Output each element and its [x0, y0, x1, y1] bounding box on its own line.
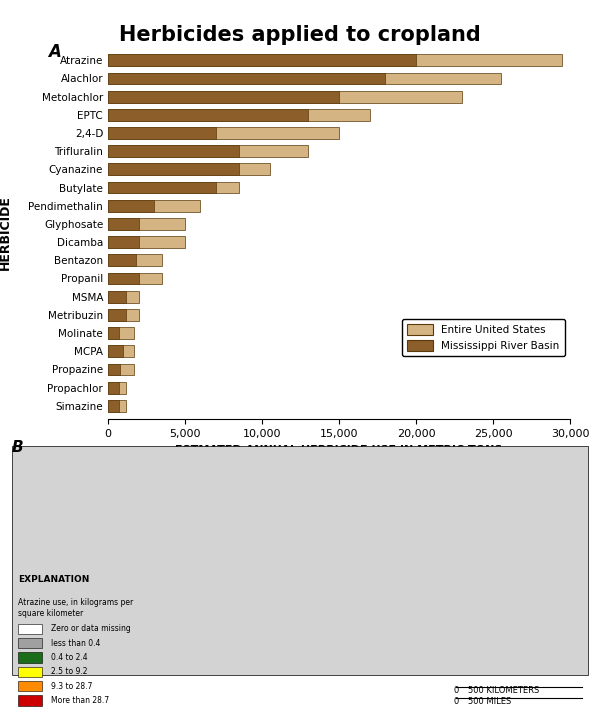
Bar [108, 291, 127, 303]
Bar [108, 200, 200, 212]
Bar [108, 236, 139, 248]
Bar [108, 91, 339, 103]
Bar [108, 346, 134, 357]
Bar [108, 309, 139, 320]
Bar [108, 236, 185, 248]
Bar [108, 400, 127, 412]
Text: 9.3 to 28.7: 9.3 to 28.7 [51, 682, 92, 690]
Bar [12, 446, 588, 675]
Bar [108, 381, 119, 394]
Text: 0.4 to 2.4: 0.4 to 2.4 [51, 653, 88, 662]
Bar [108, 327, 119, 339]
Bar [108, 54, 416, 66]
Bar [18, 667, 42, 677]
Bar [108, 364, 121, 375]
Text: less than 0.4: less than 0.4 [51, 639, 100, 647]
Bar [108, 272, 139, 285]
Y-axis label: HERBICIDE: HERBICIDE [0, 196, 12, 270]
Bar [108, 272, 162, 285]
Text: Zero or data missing: Zero or data missing [51, 625, 131, 633]
Text: 0: 0 [454, 685, 458, 695]
Bar [108, 309, 127, 320]
Text: EXPLANATION: EXPLANATION [18, 574, 89, 584]
Text: 2.5 to 9.2: 2.5 to 9.2 [51, 668, 88, 676]
Text: 500 KILOMETERS: 500 KILOMETERS [468, 685, 539, 695]
Bar [108, 163, 239, 175]
Bar [18, 652, 42, 663]
Bar [108, 400, 119, 412]
X-axis label: ESTMATED ANNUAL HERBICIDE USE IN METRIC TONS: ESTMATED ANNUAL HERBICIDE USE IN METRIC … [175, 445, 503, 455]
Bar [108, 54, 562, 66]
Bar [108, 109, 370, 120]
Text: 0: 0 [454, 697, 458, 706]
Bar [108, 181, 216, 194]
Bar [108, 163, 270, 175]
Bar [108, 200, 154, 212]
Bar [108, 109, 308, 120]
Bar [108, 127, 339, 139]
Text: A: A [48, 43, 61, 61]
Bar [108, 146, 308, 157]
Text: More than 28.7: More than 28.7 [51, 696, 109, 705]
Text: B: B [12, 440, 23, 455]
Bar [108, 346, 124, 357]
Legend: Entire United States, Mississippi River Basin: Entire United States, Mississippi River … [402, 319, 565, 356]
Bar [108, 91, 462, 103]
Bar [108, 255, 162, 266]
Bar [108, 291, 139, 303]
Bar [108, 181, 239, 194]
Bar [18, 695, 42, 706]
Bar [108, 327, 134, 339]
Bar [18, 624, 42, 634]
Text: Herbicides applied to cropland: Herbicides applied to cropland [119, 25, 481, 45]
Bar [108, 218, 139, 230]
Bar [18, 638, 42, 648]
Text: 500 MILES: 500 MILES [468, 697, 511, 706]
Bar [108, 381, 127, 394]
Bar [18, 681, 42, 691]
Bar [108, 146, 239, 157]
Text: Atrazine use, in kilograms per
square kilometer: Atrazine use, in kilograms per square ki… [18, 598, 133, 618]
Bar [108, 127, 216, 139]
Bar [108, 218, 185, 230]
Bar [108, 255, 136, 266]
Bar [108, 72, 500, 85]
Bar [108, 364, 134, 375]
Bar [108, 72, 385, 85]
